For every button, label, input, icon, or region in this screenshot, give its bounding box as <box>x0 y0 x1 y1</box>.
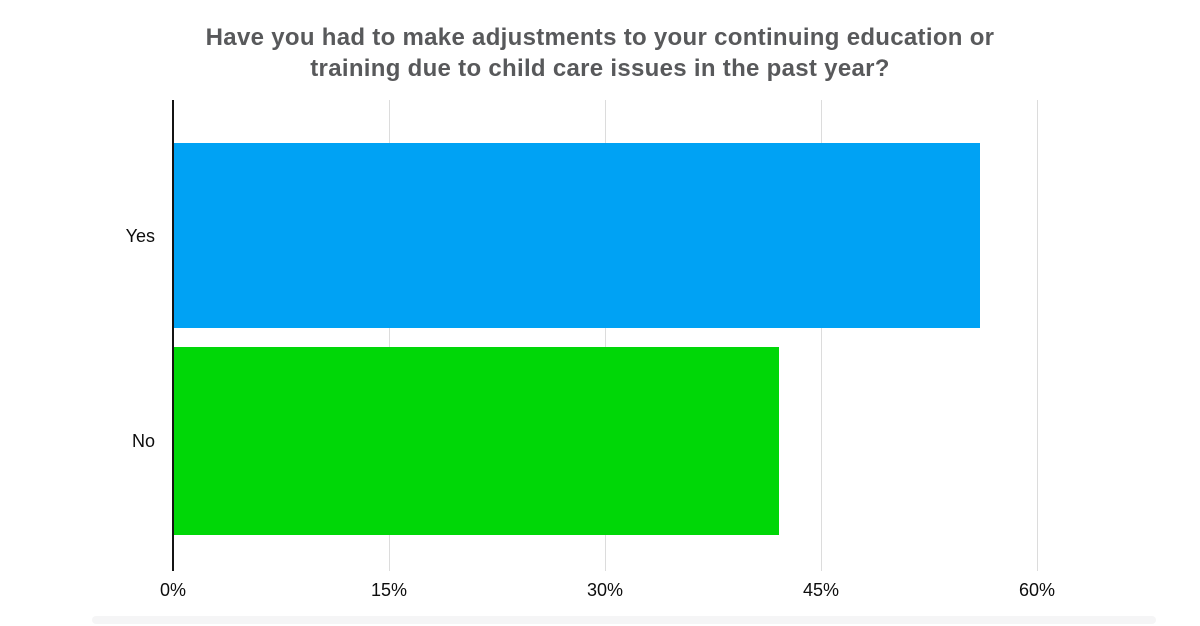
y-axis-line <box>172 100 174 571</box>
x-tick-label-45: 45% <box>802 580 840 600</box>
bottom-divider <box>92 616 1156 624</box>
x-tick-label-15: 15% <box>370 580 408 600</box>
x-tick-label-0: 0% <box>159 580 187 600</box>
category-label-no: No <box>131 431 155 451</box>
bar-yes[interactable] <box>174 143 981 328</box>
chart-title-line-1: Have you had to make adjustments to your… <box>205 24 995 51</box>
gridline-45 <box>821 100 822 571</box>
chart-title: Have you had to make adjustments to your… <box>0 22 1200 84</box>
gridline-15 <box>389 100 390 571</box>
chart-title-line-2: training due to child care issues in the… <box>310 55 890 82</box>
category-label-yes: Yes <box>125 225 155 246</box>
x-tick-label-60: 60% <box>1018 580 1056 600</box>
gridline-60 <box>1037 100 1038 571</box>
gridline-30 <box>605 100 606 571</box>
bar-no[interactable] <box>174 347 779 535</box>
x-tick-label-30: 30% <box>586 580 624 600</box>
